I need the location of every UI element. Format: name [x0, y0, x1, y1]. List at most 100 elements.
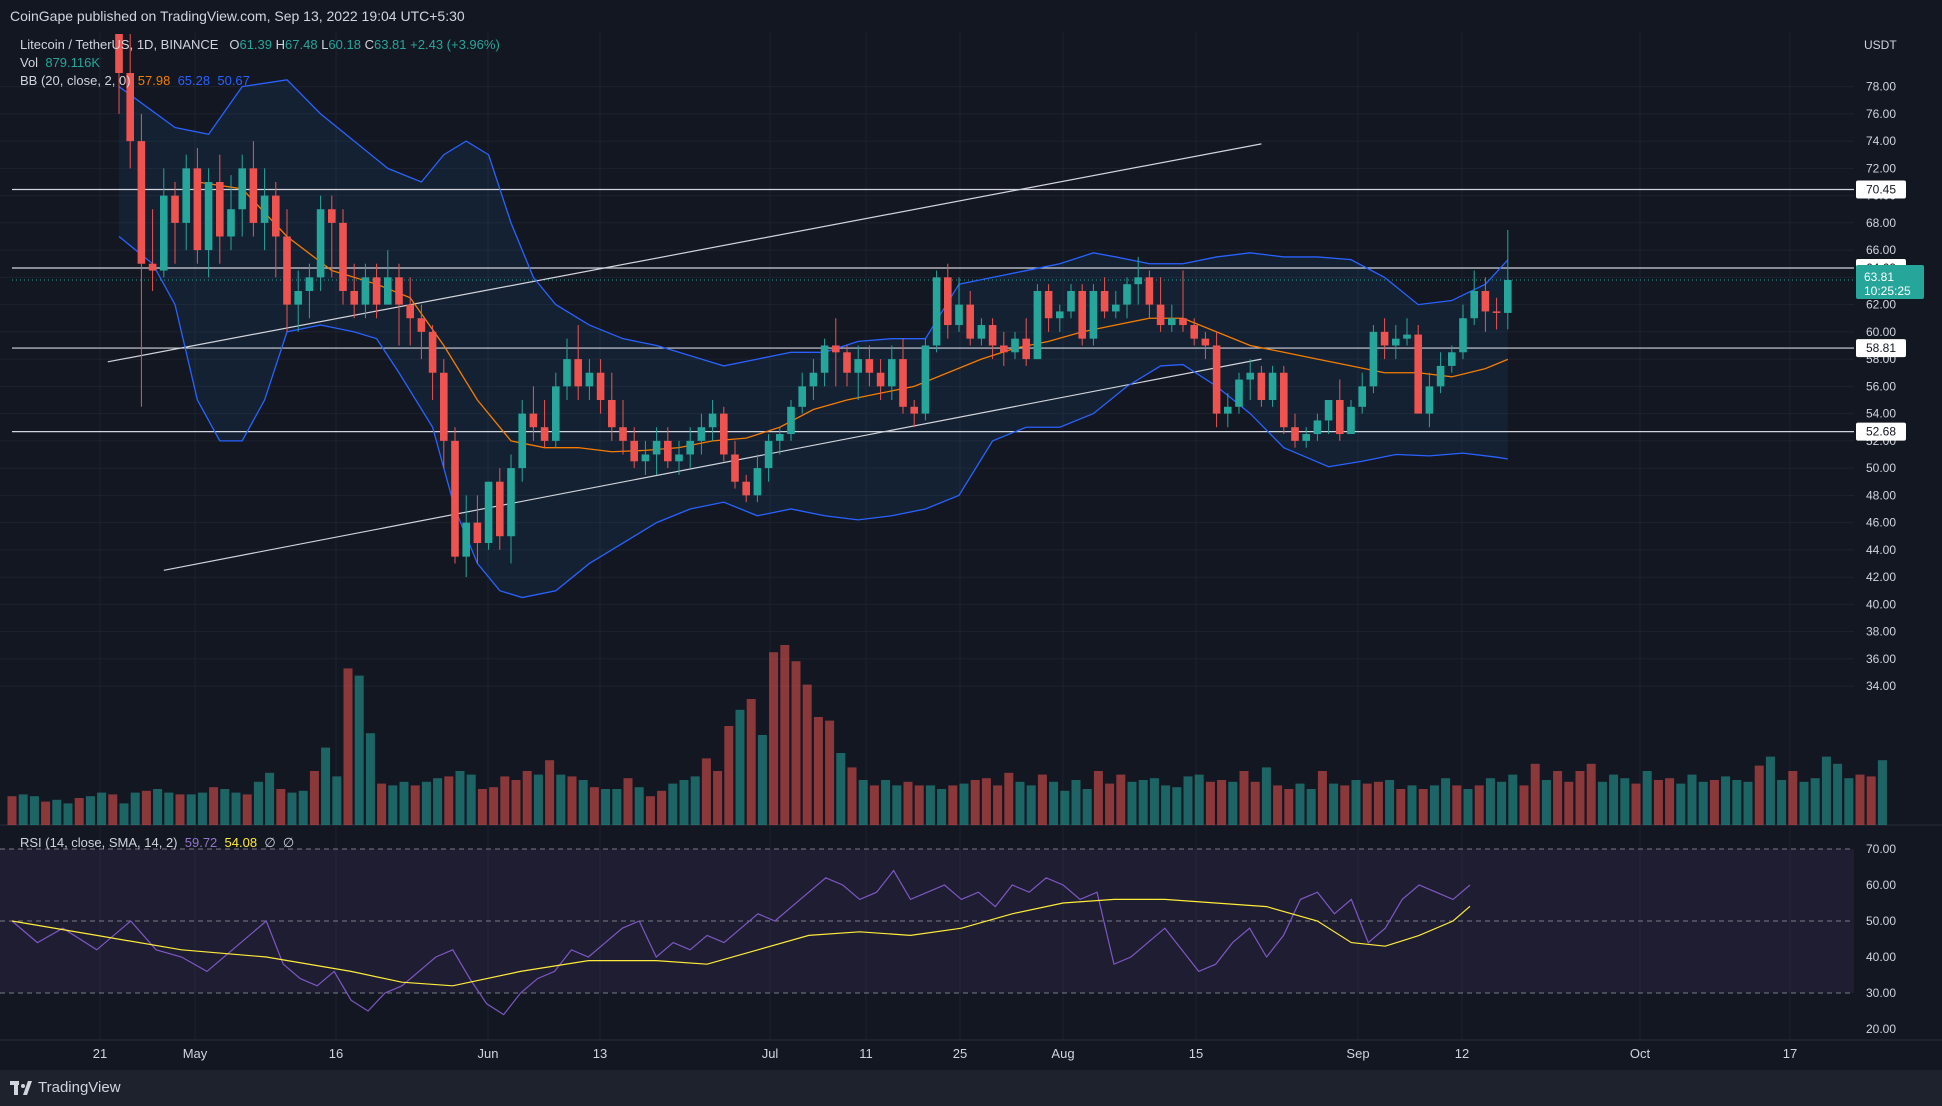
- rsi-pane: 70.00 60.00 50.00 40.00 30.00 20.00: [0, 842, 1896, 1036]
- candles: [115, 34, 1512, 578]
- volume-bar: [1418, 789, 1428, 825]
- price-tick-label: 36.00: [1866, 652, 1896, 666]
- candle-body: [529, 413, 538, 428]
- candle-body: [1224, 406, 1232, 414]
- tradingview-logo[interactable]: TradingView: [10, 1070, 121, 1106]
- candle-body: [328, 209, 336, 223]
- rsi-tick-label: 60.00: [1866, 878, 1896, 892]
- time-tick-label: Sep: [1346, 1046, 1369, 1061]
- candle-body: [1481, 290, 1490, 312]
- candle-body: [126, 73, 134, 142]
- volume-bar: [444, 776, 454, 825]
- volume-bar: [1261, 767, 1271, 825]
- candle-body: [820, 345, 829, 373]
- volume-bar: [119, 803, 129, 825]
- candle-body: [406, 304, 414, 319]
- candle-body: [1313, 420, 1322, 435]
- candle-body: [283, 236, 291, 305]
- candle-body: [440, 372, 448, 441]
- volume-bar: [141, 790, 151, 825]
- rsi-tick-label: 40.00: [1866, 950, 1896, 964]
- volume-bar: [343, 668, 353, 825]
- volume-bar: [276, 789, 286, 825]
- candle-body: [1302, 434, 1310, 441]
- volume-bar: [981, 778, 991, 825]
- time-tick-label: Oct: [1630, 1046, 1651, 1061]
- level-tag-bg: [1856, 422, 1906, 441]
- candle-body: [1044, 290, 1053, 319]
- candle-body: [1078, 290, 1086, 339]
- volume-bar: [1049, 781, 1059, 825]
- volume-bar: [1093, 771, 1103, 825]
- candle-body: [1392, 338, 1400, 346]
- candle-body: [395, 277, 403, 305]
- volume-bar: [1821, 756, 1831, 825]
- candle-body: [966, 304, 974, 339]
- volume-bar: [735, 709, 745, 825]
- level-tag-label: 70.45: [1866, 182, 1896, 196]
- candle-body: [1470, 290, 1478, 319]
- volume-bar: [869, 785, 879, 825]
- trend-channel: [107, 143, 1262, 571]
- volume-bar: [679, 780, 689, 825]
- time-axis: 21 May 16 Jun 13 Jul 11 25 Aug 15 Sep 12 Oct 17: [0, 1039, 1942, 1061]
- volume-bar: [970, 780, 980, 825]
- volume-bar: [1105, 783, 1115, 825]
- candle-body: [216, 181, 224, 237]
- candle-body: [496, 481, 504, 537]
- chart-canvas[interactable]: USDT 78.00 76.00 74.00 72.00 70.00 68.00 66.00 6…: [0, 0, 1942, 1070]
- candle-body: [720, 413, 728, 455]
- volume-bar: [410, 785, 420, 825]
- candle-body: [1448, 352, 1456, 366]
- candle-body: [630, 440, 638, 462]
- volume-bar: [321, 747, 331, 825]
- candle-body: [451, 440, 459, 557]
- candle-body: [484, 481, 493, 544]
- volume-bar: [1116, 774, 1126, 825]
- volume-bar: [1452, 785, 1462, 825]
- volume-bars: [7, 645, 1887, 825]
- candle-body: [1123, 284, 1131, 305]
- volume-bar: [1698, 781, 1708, 825]
- footer-bar: TradingView: [0, 1070, 1942, 1106]
- volume-bar: [421, 781, 431, 825]
- candle-body: [641, 454, 650, 462]
- candle-body: [1324, 399, 1333, 421]
- volume-bar: [1183, 776, 1193, 825]
- volume-bar: [1541, 780, 1551, 825]
- volume-bar: [724, 726, 734, 825]
- volume-bar: [399, 781, 409, 825]
- volume-bar: [1026, 785, 1036, 825]
- volume-bar: [197, 792, 207, 825]
- chart-legend: Litecoin / TetherUS, 1D, BINANCE O61.39 …: [20, 36, 500, 90]
- volume-bar: [836, 753, 846, 825]
- candle-body: [372, 277, 381, 305]
- volume-bar: [1362, 783, 1372, 825]
- bollinger-fill: [119, 79, 1508, 598]
- volume-bar: [1373, 781, 1383, 825]
- volume-bar: [1340, 785, 1350, 825]
- candle-body: [977, 325, 986, 339]
- candle-body: [115, 34, 123, 74]
- channel-lower-line: [163, 358, 1262, 571]
- candle-body: [1369, 331, 1378, 387]
- volume-bar: [903, 781, 913, 825]
- candle-body: [1056, 311, 1064, 319]
- volume-bar: [97, 792, 107, 825]
- candle-body: [843, 352, 851, 373]
- volume-bar: [466, 774, 476, 825]
- level-tag-label: 52.68: [1866, 425, 1896, 439]
- volume-bar: [634, 787, 644, 825]
- candle-body: [148, 263, 157, 271]
- candle-body: [619, 427, 627, 441]
- volume-bar: [1597, 781, 1607, 825]
- volume-bar: [265, 772, 275, 825]
- volume-bar: [690, 776, 700, 825]
- candle-body: [193, 168, 202, 251]
- volume-bar: [825, 720, 835, 825]
- legend-symbol-row: Litecoin / TetherUS, 1D, BINANCE O61.39 …: [20, 37, 500, 52]
- volume-bar: [41, 801, 51, 825]
- time-tick-label: Aug: [1051, 1046, 1074, 1061]
- candle-body: [1459, 318, 1467, 353]
- volume-bar: [1653, 780, 1663, 825]
